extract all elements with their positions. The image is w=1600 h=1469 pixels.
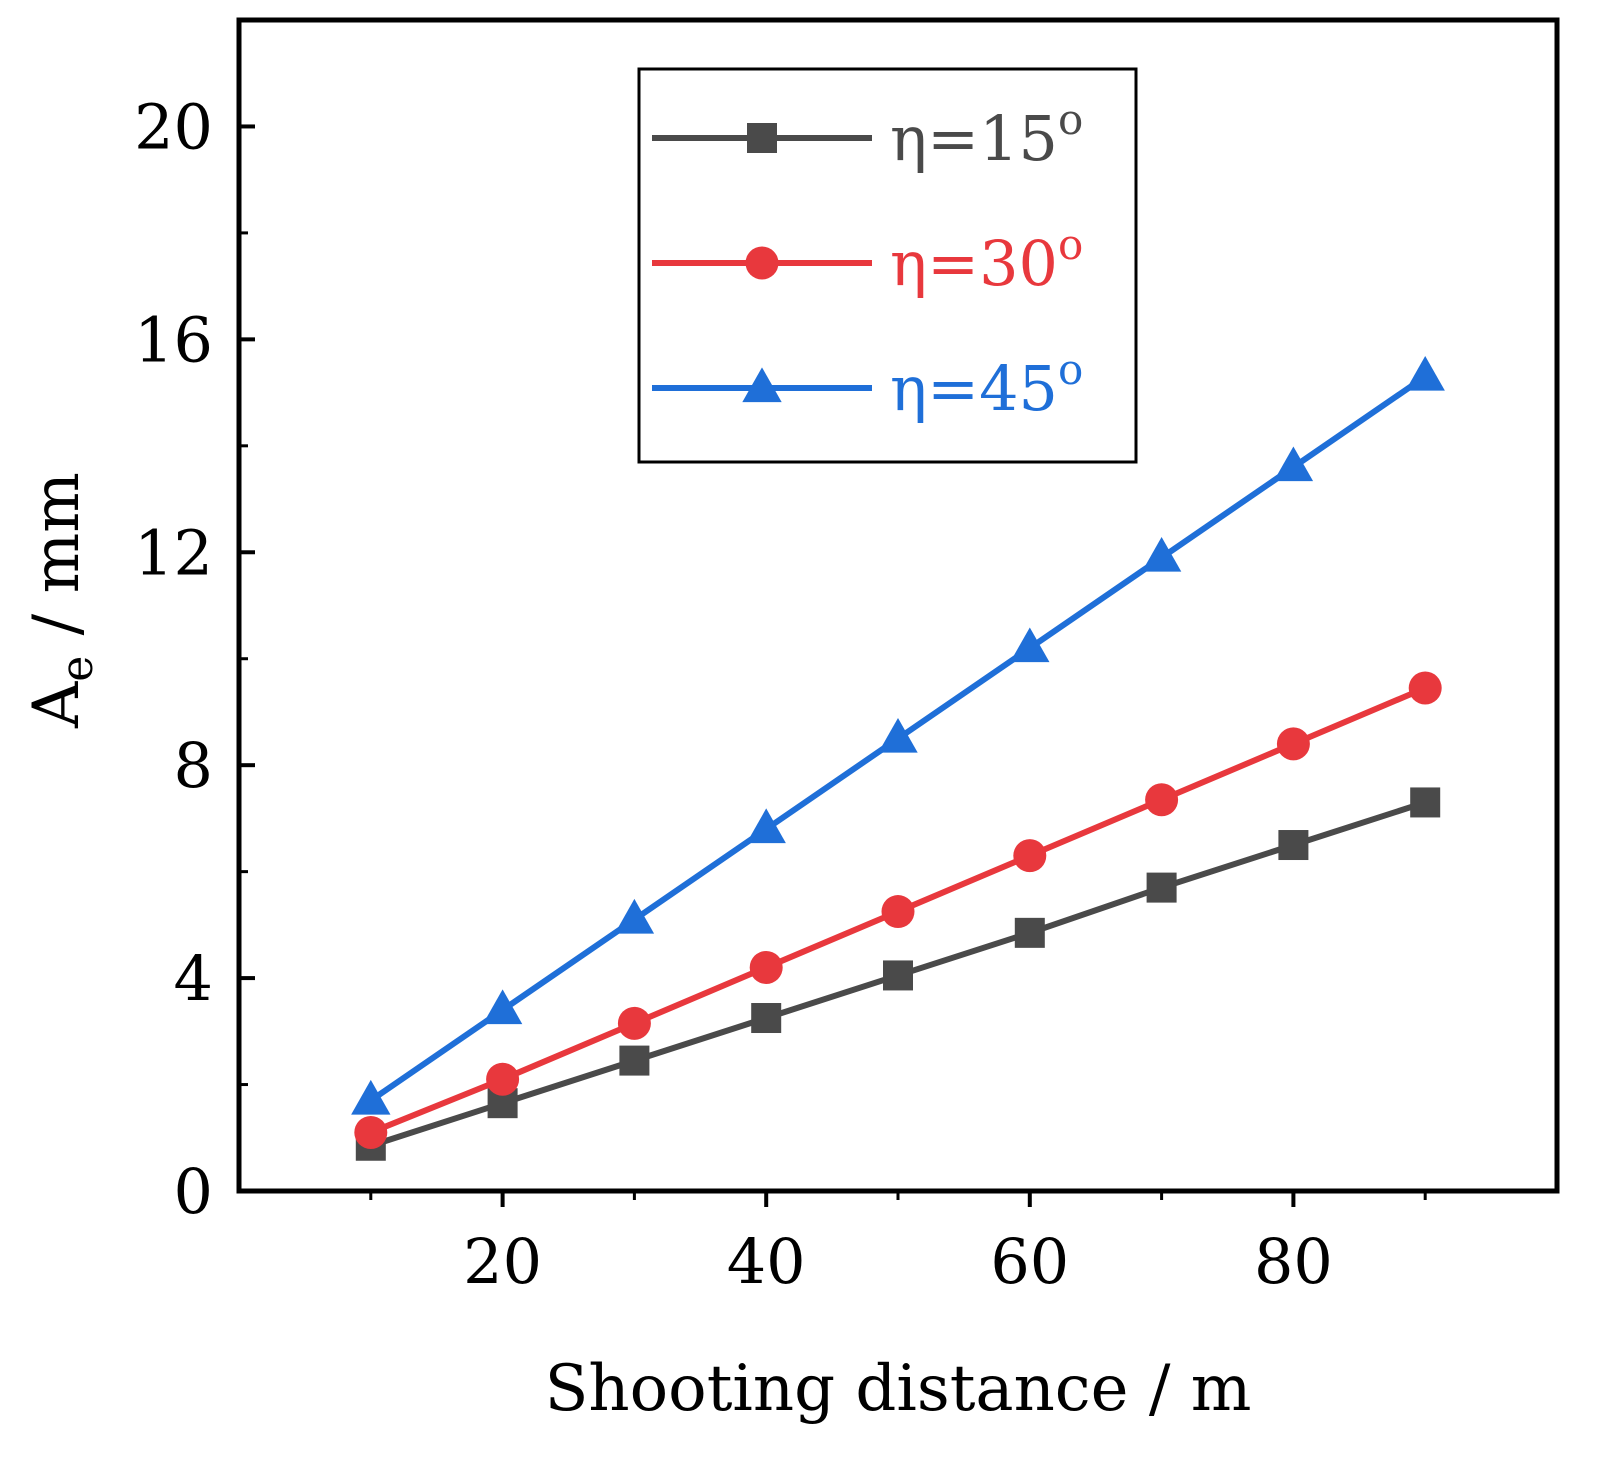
data-point [1145, 783, 1179, 817]
legend-entry: η=45o [652, 345, 1083, 425]
data-point [482, 989, 523, 1025]
x-tick-label: 20 [463, 1225, 542, 1298]
data-point [881, 895, 915, 929]
legend-marker [747, 123, 777, 153]
data-point [751, 1003, 782, 1034]
data-point [1146, 872, 1177, 903]
legend: η=15o η=30o η=45o [637, 67, 1138, 464]
data-point [1141, 536, 1182, 572]
data-point [619, 1045, 650, 1076]
x-tick-label: 40 [727, 1225, 806, 1298]
y-tick-label: 20 [134, 90, 213, 163]
data-point [351, 1079, 391, 1115]
data-point [1014, 917, 1045, 948]
data-point [486, 1062, 520, 1096]
y-axis-title: Ae / mm [20, 472, 103, 729]
data-point [1405, 355, 1445, 391]
data-point [1273, 446, 1314, 482]
data-point [746, 808, 786, 844]
y-tick-label: 12 [134, 516, 213, 589]
legend-label: η=30o [890, 220, 1083, 300]
data-point [1013, 839, 1047, 873]
data-point [1410, 787, 1441, 818]
y-axis-title-subscript: e [52, 656, 103, 682]
y-tick-label: 4 [174, 942, 213, 1015]
x-axis-title: Shooting distance / m [545, 1352, 1252, 1426]
data-point [1276, 727, 1310, 761]
legend-marker [742, 367, 782, 403]
legend-entry: η=15o [652, 95, 1083, 175]
legend-label: η=45o [890, 345, 1083, 425]
data-point [1010, 627, 1050, 663]
y-tick-label: 8 [174, 729, 213, 802]
series-circle [354, 671, 1442, 1149]
data-series [351, 355, 1445, 1161]
legend-label: η=15o [890, 95, 1083, 175]
y-axis-title-main: A [20, 681, 94, 729]
data-point [617, 1006, 651, 1040]
x-tick-label: 80 [1254, 1225, 1333, 1298]
series-triangle [351, 355, 1445, 1115]
data-point [883, 960, 913, 991]
data-point [878, 717, 918, 753]
data-point [749, 950, 783, 984]
legend-marker [745, 246, 779, 280]
y-tick-label: 16 [134, 303, 213, 376]
y-axis-title-unit: / mm [20, 472, 94, 656]
legend-entry: η=30o [652, 220, 1083, 300]
data-point [614, 898, 655, 934]
data-point [354, 1115, 388, 1149]
data-point [1278, 830, 1309, 861]
data-point [1408, 671, 1442, 705]
series-square [355, 787, 1441, 1161]
axis-ticks: 20 40 60 80 0 4 8 12 16 20 [134, 90, 1427, 1298]
y-tick-label: 0 [174, 1155, 213, 1228]
x-tick-label: 60 [990, 1225, 1069, 1298]
